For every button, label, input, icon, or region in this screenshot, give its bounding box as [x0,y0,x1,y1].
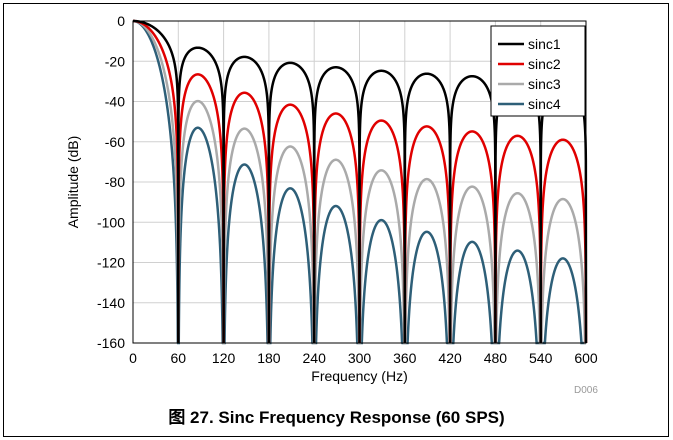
y-tick-label: 0 [117,13,125,29]
y-tick-label: -40 [105,94,125,110]
legend-box [490,25,586,117]
y-tick-label: -120 [97,255,125,271]
x-tick-labels: 0 60 120 180 240 300 360 420 480 540 600 [129,350,598,366]
x-tick-label: 240 [303,350,327,366]
legend-label-sinc1: sinc1 [528,36,561,52]
x-tick-label: 120 [212,350,236,366]
frequency-response-chart: 0 60 120 180 240 300 360 420 480 540 600 0 -20 -40 -6… [65,13,598,384]
x-tick-label: 480 [484,350,508,366]
x-tick-label: 60 [171,350,187,366]
y-tick-label: -140 [97,295,125,311]
x-tick-label: 420 [438,350,462,366]
figure-code-label: D006 [574,385,598,396]
x-tick-label: 180 [257,350,281,366]
legend: sinc1 sinc2 sinc3 sinc4 [490,25,586,117]
legend-label-sinc4: sinc4 [528,96,561,112]
y-tick-labels: 0 -20 -40 -60 -80 -100 -120 -140 -160 [97,13,125,351]
y-tick-label: -20 [105,53,125,69]
x-tick-label: 540 [529,350,553,366]
y-tick-label: -160 [97,335,125,351]
legend-label-sinc2: sinc2 [528,56,561,72]
x-axis-label: Frequency (Hz) [311,368,407,384]
x-tick-label: 360 [393,350,417,366]
y-tick-label: -60 [105,134,125,150]
x-tick-label: 0 [129,350,137,366]
y-tick-label: -80 [105,174,125,190]
x-tick-label: 600 [574,350,598,366]
y-tick-label: -100 [97,214,125,230]
plot-border [132,20,587,344]
legend-label-sinc3: sinc3 [528,76,561,92]
figure-caption: 图 27. Sinc Frequency Response (60 SPS) [168,408,505,427]
y-axis-label: Amplitude (dB) [65,136,81,229]
x-tick-label: 300 [348,350,372,366]
figure-frame [3,3,669,437]
